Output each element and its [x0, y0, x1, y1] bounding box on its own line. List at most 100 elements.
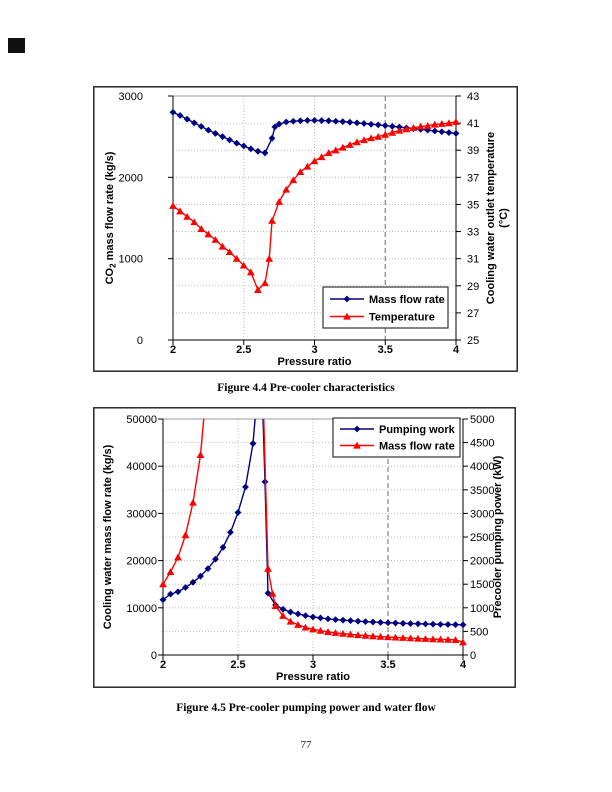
triangle-marker: [232, 254, 241, 262]
triangle-marker: [181, 531, 190, 539]
diamond-marker: [374, 121, 382, 129]
diamond-marker: [254, 147, 262, 155]
triangle-marker: [261, 279, 269, 287]
svg-text:29: 29: [467, 281, 479, 293]
diamond-marker: [247, 145, 255, 153]
axes: [168, 95, 461, 345]
svg-text:35: 35: [467, 199, 479, 211]
diamond-marker: [367, 120, 375, 128]
svg-text:30000: 30000: [126, 508, 157, 520]
axes: [158, 418, 468, 660]
triangle-marker: [176, 207, 184, 215]
svg-text:1000: 1000: [470, 603, 494, 615]
triangle-marker: [339, 629, 347, 637]
diamond-marker: [294, 610, 302, 618]
svg-text:40000: 40000: [126, 461, 157, 473]
diamond-marker: [226, 136, 233, 144]
caption-figure-4-4: Figure 4.4 Pre-cooler characteristics: [217, 382, 395, 394]
triangle-marker: [429, 635, 437, 643]
right-axis-title: (°C): [498, 208, 510, 228]
triangle-marker: [189, 498, 197, 506]
triangle-marker: [444, 635, 452, 643]
diamond-marker: [261, 149, 269, 157]
svg-text:37: 37: [467, 172, 479, 184]
triangle-marker: [338, 143, 347, 151]
diamond-marker: [204, 565, 212, 573]
series-temperature: [169, 118, 460, 293]
triangle-marker: [395, 126, 404, 134]
triangle-marker: [303, 162, 312, 170]
diamond-marker: [452, 621, 459, 629]
triangle-marker: [361, 631, 370, 639]
diamond-marker: [242, 483, 249, 491]
triangle-marker: [381, 130, 390, 138]
triangle-marker: [406, 634, 415, 642]
triangle-marker: [296, 168, 305, 176]
triangle-marker: [211, 235, 220, 243]
diamond-marker: [227, 528, 234, 536]
diamond-marker: [431, 127, 439, 135]
diamond-marker: [289, 117, 297, 125]
diamond-marker: [332, 616, 339, 623]
triangle-marker: [402, 125, 411, 133]
diamond-marker: [353, 425, 361, 433]
triangle-marker: [346, 630, 355, 638]
diamond-marker: [452, 130, 460, 137]
triangle-marker: [343, 312, 351, 320]
triangle-marker: [430, 120, 439, 128]
gridlines: [163, 418, 463, 655]
diamond-marker: [279, 605, 287, 613]
triangle-marker: [225, 248, 234, 255]
diamond-marker: [332, 117, 340, 125]
left-axis-title: CO2 mass flow rate (kg/s): [104, 151, 118, 284]
diamond-marker: [407, 620, 414, 627]
triangle-marker: [409, 124, 418, 131]
diamond-marker: [444, 621, 452, 628]
diamond-marker: [392, 619, 399, 627]
triangle-marker: [301, 623, 310, 631]
triangle-marker: [275, 198, 284, 205]
triangle-marker: [174, 553, 182, 561]
triangle-marker: [360, 136, 368, 144]
x-axis-title: Pressure ratio: [278, 356, 352, 368]
diamond-marker: [212, 555, 219, 563]
diamond-marker: [182, 584, 189, 591]
svg-text:50000: 50000: [126, 414, 157, 426]
diamond-marker: [354, 617, 362, 625]
svg-text:4500: 4500: [470, 438, 494, 450]
triangle-marker: [421, 635, 430, 642]
triangle-marker: [268, 217, 276, 224]
diamond-marker: [353, 119, 361, 127]
triangle-marker: [279, 612, 287, 619]
triangle-marker: [384, 633, 392, 641]
triangle-marker: [388, 128, 397, 136]
figure-4-5-chart: 2 2.5 3 3.5 40100002000030000400005000005001…: [93, 407, 516, 688]
chart-outer-border: [93, 86, 518, 372]
svg-text:4: 4: [460, 659, 467, 671]
svg-text:0: 0: [137, 335, 143, 347]
triangle-marker: [265, 254, 274, 262]
svg-text:27: 27: [467, 308, 479, 320]
triangle-marker: [324, 149, 333, 157]
diamond-marker: [219, 543, 227, 551]
svg-text:2: 2: [160, 659, 166, 671]
legend-box: Pumping work Mass flow rate: [332, 417, 461, 458]
diamond-marker: [381, 122, 389, 130]
scan-artifact-mark: [8, 38, 25, 53]
series-mass-flow-rate: [159, 419, 467, 646]
triangle-marker: [239, 261, 248, 269]
diamond-marker: [271, 123, 279, 131]
triangle-marker: [246, 268, 255, 276]
svg-text:33: 33: [467, 227, 479, 239]
svg-text:3: 3: [310, 659, 316, 671]
triangle-marker: [354, 631, 362, 639]
diamond-marker: [414, 620, 422, 628]
triangle-marker: [197, 225, 206, 232]
diamond-marker: [169, 108, 177, 116]
triangle-marker: [264, 564, 272, 572]
left-axis-title: Cooling water mass flow rate (kg/s): [102, 444, 114, 629]
svg-text:3000: 3000: [470, 508, 494, 520]
triangle-marker: [437, 120, 446, 127]
triangle-marker: [324, 628, 332, 635]
triangle-marker: [218, 242, 227, 250]
